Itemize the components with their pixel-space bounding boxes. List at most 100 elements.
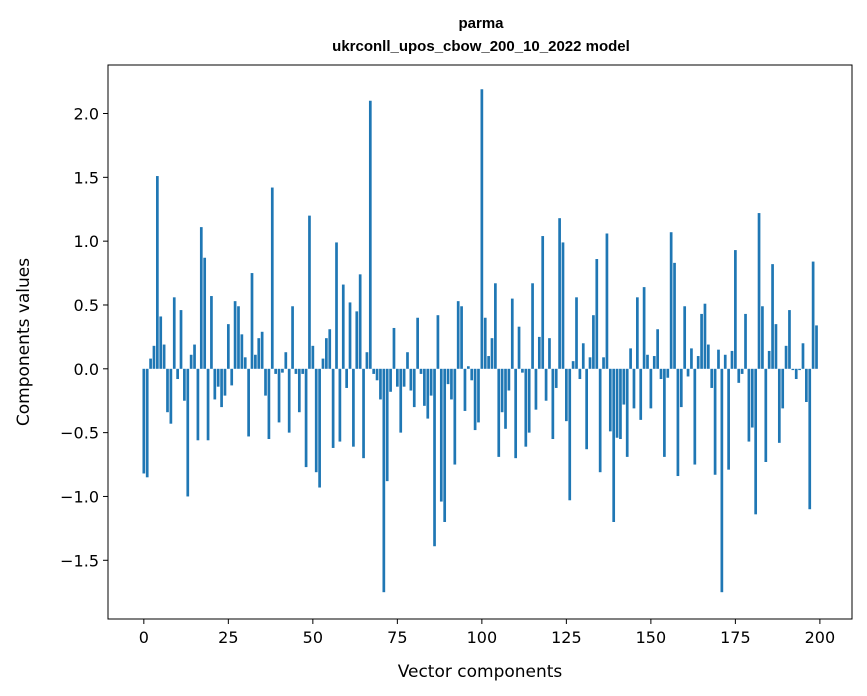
- bar-17: [199, 227, 203, 369]
- bar-149: [646, 354, 649, 369]
- bar-199: [815, 325, 818, 369]
- bar-166: [703, 303, 707, 369]
- x-tick-label: 175: [720, 628, 751, 647]
- bar-139: [612, 368, 616, 522]
- bar-41: [281, 368, 284, 373]
- bar-167: [706, 344, 710, 369]
- bar-125: [565, 368, 568, 422]
- bar-40: [277, 368, 281, 423]
- bar-177: [740, 368, 744, 374]
- bar-72: [385, 368, 389, 482]
- bar-186: [771, 264, 774, 369]
- y-axis: −1.5 −1.0 −0.5 0.0 0.5 1.0 1.5 2.0: [60, 105, 108, 570]
- bar-52: [318, 368, 321, 488]
- bar-36: [264, 368, 267, 396]
- bar-48: [304, 368, 308, 468]
- bar-2: [149, 358, 152, 369]
- bar-45: [294, 368, 298, 374]
- bar-122: [554, 368, 558, 388]
- bar-81: [416, 317, 419, 369]
- bar-1: [145, 368, 149, 478]
- bar-9: [172, 297, 176, 369]
- bar-59: [341, 284, 345, 369]
- bar-80: [412, 368, 416, 408]
- bar-26: [230, 368, 234, 386]
- bar-179: [747, 368, 751, 442]
- bar-32: [250, 273, 254, 369]
- bar-31: [247, 368, 250, 437]
- bar-180: [750, 368, 754, 428]
- bar-93: [456, 301, 460, 369]
- bar-127: [571, 361, 575, 369]
- bar-156: [669, 232, 673, 369]
- bar-162: [690, 348, 693, 369]
- bar-107: [504, 368, 507, 429]
- bar-123: [558, 218, 561, 369]
- bar-124: [561, 242, 565, 369]
- bar-161: [686, 368, 690, 377]
- plot-frame: [107, 64, 853, 620]
- bar-69: [375, 368, 379, 381]
- bar-184: [764, 368, 768, 462]
- bar-158: [676, 368, 680, 477]
- x-tick-label: 75: [387, 628, 407, 647]
- bar-157: [673, 262, 676, 369]
- bar-129: [578, 368, 582, 380]
- bar-143: [625, 368, 629, 457]
- bar-4: [156, 176, 159, 369]
- bar-79: [409, 368, 413, 391]
- bar-28: [237, 306, 240, 369]
- bar-121: [551, 368, 555, 440]
- bar-142: [622, 368, 626, 405]
- bar-35: [260, 331, 264, 369]
- bar-27: [233, 301, 237, 369]
- chart-subtitle: ukrconll_upos_cbow_200_10_2022 model: [332, 38, 630, 55]
- bar-23: [220, 368, 223, 408]
- bar-169: [713, 368, 717, 475]
- bar-75: [396, 368, 399, 387]
- bar-135: [598, 368, 602, 473]
- bar-43: [287, 368, 291, 433]
- x-tick-label: 125: [551, 628, 582, 647]
- bar-119: [544, 368, 548, 401]
- bar-176: [737, 368, 741, 383]
- bar-100: [480, 89, 484, 369]
- bar-196: [805, 368, 808, 402]
- bar-90: [446, 368, 450, 385]
- bar-140: [615, 368, 619, 438]
- bar-101: [483, 317, 487, 369]
- bar-152: [656, 329, 659, 369]
- bar-114: [527, 368, 531, 433]
- bar-147: [639, 368, 643, 420]
- bar-94: [460, 306, 463, 369]
- bar-95: [463, 368, 467, 411]
- bar-163: [693, 368, 697, 465]
- bar-77: [402, 368, 406, 387]
- bar-109: [510, 298, 514, 369]
- bar-113: [524, 368, 528, 447]
- bar-175: [734, 250, 737, 369]
- bar-96: [466, 366, 470, 369]
- bar-42: [284, 352, 288, 369]
- bar-141: [619, 368, 622, 440]
- bar-133: [592, 315, 595, 369]
- bar-98: [473, 368, 477, 431]
- chart-title: parma: [458, 15, 504, 32]
- bar-66: [365, 352, 369, 369]
- bar-104: [494, 283, 497, 369]
- bar-68: [372, 368, 376, 374]
- bar-88: [439, 368, 443, 502]
- bar-187: [774, 324, 778, 369]
- bar-3: [152, 345, 156, 369]
- bar-195: [801, 343, 805, 369]
- bar-53: [321, 358, 325, 369]
- bar-86: [433, 368, 436, 547]
- bar-145: [632, 368, 636, 409]
- y-tick-label: 1.0: [74, 232, 99, 251]
- x-tick-label: 150: [636, 628, 667, 647]
- bar-188: [777, 368, 781, 443]
- bar-153: [659, 368, 663, 380]
- bar-60: [345, 368, 348, 388]
- bar-190: [784, 345, 788, 369]
- bar-185: [767, 350, 771, 369]
